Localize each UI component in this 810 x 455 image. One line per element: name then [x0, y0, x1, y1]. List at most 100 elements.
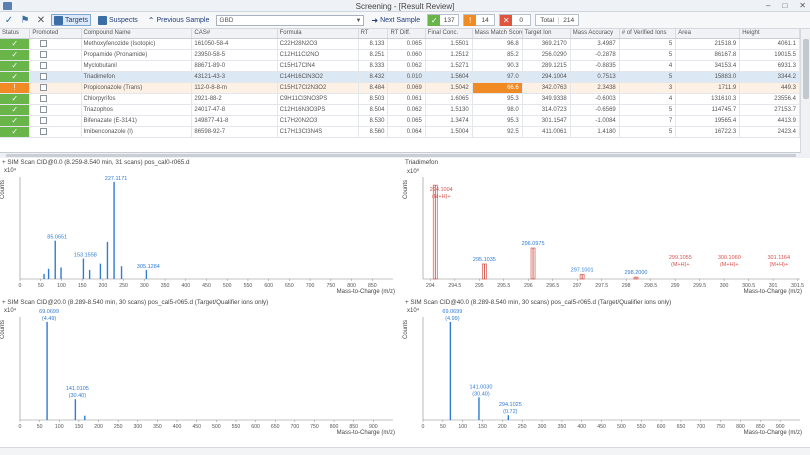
column-header[interactable]: Height	[739, 29, 800, 39]
promoted-checkbox[interactable]	[40, 105, 48, 113]
horizontal-scrollbar[interactable]	[0, 153, 810, 158]
reject-icon[interactable]: ✕	[36, 14, 46, 26]
cell-area: 15883.0	[675, 71, 741, 83]
promoted-checkbox[interactable]	[40, 72, 48, 80]
column-header[interactable]: Compound Name	[81, 29, 193, 39]
table-row[interactable]: ✓ Bifenazate (E-3141) 149877-41-8 C17H20N2O…	[0, 115, 800, 127]
cell-acc: -0.6003	[570, 93, 620, 105]
annotation-label: 301.1164	[767, 255, 790, 261]
promoted-cell	[29, 104, 82, 116]
close-icon[interactable]: ✕	[799, 1, 806, 10]
peak-label: 295.1035	[473, 257, 496, 263]
accept-icon[interactable]: ✓	[4, 14, 14, 26]
cell-vi: 4	[619, 60, 677, 72]
table-scrollbar[interactable]	[800, 29, 810, 153]
column-header[interactable]: RT	[358, 29, 389, 39]
promoted-checkbox[interactable]	[40, 39, 48, 47]
column-header[interactable]: RT Diff.	[387, 29, 426, 39]
cell-rt: 8.133	[358, 38, 389, 50]
flag-icon[interactable]: ⚑	[20, 14, 30, 26]
column-header[interactable]: Formula	[277, 29, 359, 39]
column-header[interactable]: Area	[675, 29, 741, 39]
cell-formula: C15H17Cl2N3O2	[277, 82, 359, 94]
table-row[interactable]: ✓ Chlorpyrifos 2921-88-2 C9H11Cl3NO3PS 8.503…	[0, 93, 800, 105]
cell-name: Chlorpyrifos	[81, 93, 193, 105]
cell-acc: 1.4180	[570, 126, 620, 138]
peak-label: 296.0975	[522, 241, 545, 247]
x-tick-label: 150	[478, 424, 487, 430]
cell-mms: 85.2	[472, 49, 523, 61]
x-tick-label: 297.5	[595, 283, 608, 289]
table-row[interactable]: ! Propiconazole (Trans) 112-0-8-8-m C15H17C…	[0, 82, 800, 94]
column-header[interactable]: Target Ion	[522, 29, 571, 39]
peak-sublabel: (M+H)+	[432, 194, 451, 200]
count-warn[interactable]: ! 14	[463, 14, 496, 26]
targets-button[interactable]: Targets	[51, 14, 91, 26]
x-tick-label: 450	[202, 283, 211, 289]
cell-conc: 1.5501	[425, 38, 473, 50]
cell-area: 21518.9	[675, 38, 741, 50]
cell-mms: 95.3	[472, 115, 523, 127]
table-row[interactable]: ✓ Triadimefon 43121-43-3 C14H16ClN3O2 8.432 0…	[0, 71, 800, 83]
promoted-checkbox[interactable]	[40, 50, 48, 58]
peak-label: 305.1284	[137, 264, 160, 270]
x-tick-label: 250	[114, 424, 123, 430]
peak-sublabel: (4.49)	[42, 316, 57, 322]
column-header[interactable]: Final Conc.	[425, 29, 473, 39]
promoted-cell	[29, 71, 82, 83]
column-header[interactable]: # of Verified Ions	[619, 29, 677, 39]
spectrum-chart: 0 50 100 150 200 250 300 350 400 450 500 550 600 650 7…	[19, 176, 393, 289]
x-tick-label: 650	[271, 424, 280, 430]
maximize-icon[interactable]: □	[782, 1, 788, 10]
next-arrow-icon: ➜	[371, 15, 379, 25]
x-tick-label: 550	[232, 424, 241, 430]
previous-sample-button[interactable]: ⌃ Previous Sample	[147, 15, 210, 25]
count-ok[interactable]: ✓ 137	[427, 14, 460, 26]
peak-label: 69.0699	[39, 309, 59, 315]
x-tick-label: 400	[181, 283, 190, 289]
x-tick-label: 450	[192, 424, 201, 430]
panel-title: + SIM Scan CID@0.0 (8.259-8.540 min, 31 …	[2, 159, 190, 166]
peak-label: 294.1025	[499, 402, 522, 408]
table-row[interactable]: ✓ Myclobutanil 88671-89-0 C15H17ClN4 8.333 0.…	[0, 60, 800, 72]
hscroll-thumb[interactable]	[6, 154, 796, 157]
peak-label: 297.1001	[571, 267, 594, 273]
cell-rt: 8.484	[358, 82, 389, 94]
sample-select[interactable]: GBD ▼	[216, 14, 365, 26]
table-row[interactable]: ✓ Methoxyfenozide (Isotopic) 161050-58-4 C2…	[0, 38, 800, 50]
cell-mms: 95.3	[472, 93, 523, 105]
minimize-icon[interactable]: –	[766, 1, 771, 10]
status-ok-icon: ✓	[0, 104, 31, 116]
cell-name: Propamide (Pronamide)	[81, 49, 193, 61]
suspects-button[interactable]: Suspects	[95, 14, 141, 26]
column-header[interactable]: Mass Accuracy	[570, 29, 620, 39]
promoted-checkbox[interactable]	[40, 127, 48, 135]
x-tick-label: 850	[756, 424, 765, 430]
promoted-checkbox[interactable]	[40, 83, 48, 91]
peak-sublabel: (4.99)	[445, 316, 460, 322]
column-header[interactable]: CAS#	[191, 29, 278, 39]
column-header[interactable]: Status	[0, 29, 31, 39]
table-row[interactable]: ✓ Imibenconazole (I) 86598-92-7 C17H13Cl3N4…	[0, 126, 800, 138]
window-controls: – □ ✕	[766, 1, 806, 10]
promoted-cell	[29, 126, 82, 138]
cell-height: 3344.2	[739, 71, 800, 83]
count-error[interactable]: ✕ 0	[499, 14, 532, 26]
promoted-checkbox[interactable]	[40, 116, 48, 124]
column-header[interactable]: Mass Match Score	[472, 29, 523, 39]
bottom-scrollbar[interactable]	[0, 447, 810, 455]
promoted-cell	[29, 60, 82, 72]
cell-height: 23556.4	[739, 93, 800, 105]
next-sample-button[interactable]: ➜ Next Sample	[371, 15, 421, 25]
x-tick-label: 600	[264, 283, 273, 289]
column-header[interactable]: Promoted	[29, 29, 82, 39]
table-row[interactable]: ✓ Triazophos 24017-47-8 C12H16N3O3PS 8.504 0.…	[0, 104, 800, 116]
status-ok-icon: ✓	[0, 115, 31, 127]
cell-acc: 0.7513	[570, 71, 620, 83]
promoted-checkbox[interactable]	[40, 61, 48, 69]
cell-cas: 161050-58-4	[191, 38, 278, 50]
scroll-thumb[interactable]	[803, 39, 809, 99]
promoted-checkbox[interactable]	[40, 94, 48, 102]
x-tick-label: 650	[677, 424, 686, 430]
table-row[interactable]: ✓ Propamide (Pronamide) 23950-58-5 C12H11Cl…	[0, 49, 800, 61]
